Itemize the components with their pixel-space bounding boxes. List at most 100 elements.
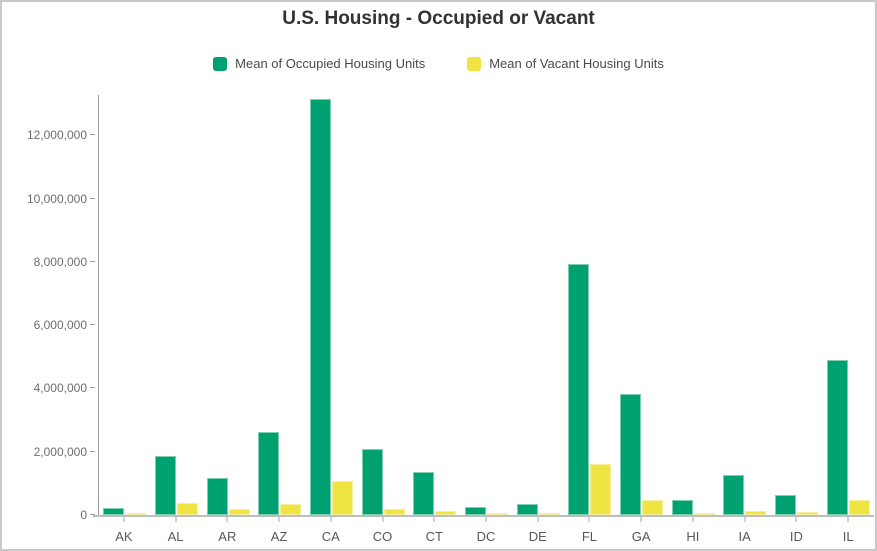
bar-vacant-hi[interactable] xyxy=(693,512,715,515)
x-tick-mark xyxy=(795,517,797,522)
x-axis-label-ca: CA xyxy=(321,529,340,544)
bar-vacant-ak[interactable] xyxy=(125,513,147,515)
bar-vacant-az[interactable] xyxy=(280,503,302,515)
bar-occupied-il[interactable] xyxy=(826,360,848,515)
chart-title: U.S. Housing - Occupied or Vacant xyxy=(282,8,595,29)
bar-occupied-hi[interactable] xyxy=(671,500,693,515)
bar-occupied-az[interactable] xyxy=(258,432,280,515)
y-tick-label: 10,000,000 xyxy=(26,191,87,206)
legend-item-vacant[interactable]: Mean of Vacant Housing Units xyxy=(467,56,664,71)
bar-group-ak xyxy=(99,95,151,515)
legend-label-occupied: Mean of Occupied Housing Units xyxy=(235,56,426,71)
bar-group-dc xyxy=(461,95,513,515)
bar-occupied-id[interactable] xyxy=(775,494,797,515)
y-tick-label: 12,000,000 xyxy=(26,128,87,143)
legend-label-vacant: Mean of Vacant Housing Units xyxy=(489,56,664,71)
bar-occupied-fl[interactable] xyxy=(568,264,590,515)
x-axis-label-ar: AR xyxy=(218,529,237,544)
x-axis-label-il: IL xyxy=(842,529,854,544)
y-tick-label: 4,000,000 xyxy=(33,381,87,396)
x-tick-mark xyxy=(433,517,435,522)
bar-occupied-ia[interactable] xyxy=(723,474,745,515)
x-tick-mark xyxy=(330,517,332,522)
bar-occupied-ak[interactable] xyxy=(103,507,125,515)
x-tick-mark xyxy=(847,517,849,522)
bar-group-hi xyxy=(667,95,719,515)
x-tick-mark xyxy=(588,517,590,522)
x-axis-label-hi: HI xyxy=(686,529,700,544)
y-tick-mark xyxy=(90,197,95,199)
bar-vacant-ia[interactable] xyxy=(745,510,767,515)
x-axis-label-al: AL xyxy=(167,529,184,544)
x-axis: AK AL AR AZ CA CO CT DC DE FL GA HI IA ID IL xyxy=(98,517,874,549)
x-axis-label-ak: AK xyxy=(115,529,133,544)
plot-area xyxy=(98,95,874,515)
y-tick-mark xyxy=(90,387,95,389)
bar-group-fl xyxy=(564,95,616,515)
bar-group-ia xyxy=(719,95,771,515)
x-axis-label-de: DE xyxy=(528,529,547,544)
y-tick-mark xyxy=(90,514,95,515)
x-tick-mark xyxy=(123,517,125,522)
legend-item-occupied[interactable]: Mean of Occupied Housing Units xyxy=(213,56,425,71)
bar-vacant-co[interactable] xyxy=(383,508,405,515)
bar-group-ca xyxy=(306,95,358,515)
bar-occupied-ct[interactable] xyxy=(413,471,435,515)
bar-vacant-al[interactable] xyxy=(177,503,198,515)
bar-vacant-fl[interactable] xyxy=(590,463,612,515)
bar-group-de xyxy=(512,95,564,515)
x-axis-line xyxy=(93,515,874,517)
x-tick-mark xyxy=(640,517,642,522)
legend-swatch-occupied-icon xyxy=(213,56,228,71)
bar-group-id xyxy=(771,95,823,515)
x-axis-label-ga: GA xyxy=(631,529,651,544)
x-tick-mark xyxy=(278,517,280,522)
x-axis-label-dc: DC xyxy=(476,529,496,544)
bar-vacant-ga[interactable] xyxy=(642,499,664,515)
bar-group-al xyxy=(151,95,203,515)
y-tick-label: 6,000,000 xyxy=(33,318,87,333)
bar-occupied-co[interactable] xyxy=(361,448,383,515)
y-tick-label: 8,000,000 xyxy=(33,254,87,269)
bar-vacant-de[interactable] xyxy=(538,513,560,515)
legend: Mean of Occupied Housing Units Mean of V… xyxy=(2,56,875,71)
y-tick-mark xyxy=(90,324,95,326)
bar-vacant-id[interactable] xyxy=(797,512,819,515)
x-axis-label-fl: FL xyxy=(581,529,598,544)
bar-occupied-ca[interactable] xyxy=(310,98,332,515)
bar-vacant-il[interactable] xyxy=(848,499,870,515)
y-axis: 0 2,000,000 4,000,000 6,000,000 8,000,000 10,… xyxy=(2,95,95,522)
x-axis-label-az: AZ xyxy=(270,529,288,544)
bar-group-az xyxy=(254,95,306,515)
x-axis-label-ct: CT xyxy=(425,529,443,544)
bar-group-co xyxy=(357,95,409,515)
x-tick-mark xyxy=(382,517,384,522)
y-tick-mark xyxy=(90,260,95,262)
x-axis-label-co: CO xyxy=(372,529,393,544)
x-axis-label-ia: IA xyxy=(738,529,751,544)
y-tick-label: 0 xyxy=(80,508,87,522)
x-tick-mark xyxy=(485,517,487,522)
x-tick-mark xyxy=(692,517,694,522)
x-tick-mark xyxy=(744,517,746,522)
bar-occupied-dc[interactable] xyxy=(465,506,487,515)
bar-vacant-ar[interactable] xyxy=(228,509,250,515)
bar-group-ga xyxy=(616,95,668,515)
bar-occupied-al[interactable] xyxy=(155,456,176,515)
bar-occupied-ga[interactable] xyxy=(620,393,642,515)
bar-occupied-de[interactable] xyxy=(516,503,538,515)
x-tick-mark xyxy=(175,517,177,522)
bar-vacant-ca[interactable] xyxy=(332,480,354,515)
legend-swatch-vacant-icon xyxy=(467,56,482,71)
y-tick-mark xyxy=(90,134,95,136)
x-tick-mark xyxy=(537,517,539,522)
x-tick-mark xyxy=(226,517,228,522)
bar-group-ct xyxy=(409,95,461,515)
bar-vacant-ct[interactable] xyxy=(435,511,457,515)
bar-occupied-ar[interactable] xyxy=(206,478,228,515)
y-tick-label: 2,000,000 xyxy=(33,444,87,459)
bar-vacant-dc[interactable] xyxy=(487,513,509,515)
x-axis-label-id: ID xyxy=(789,529,803,544)
bar-group-ar xyxy=(202,95,254,515)
